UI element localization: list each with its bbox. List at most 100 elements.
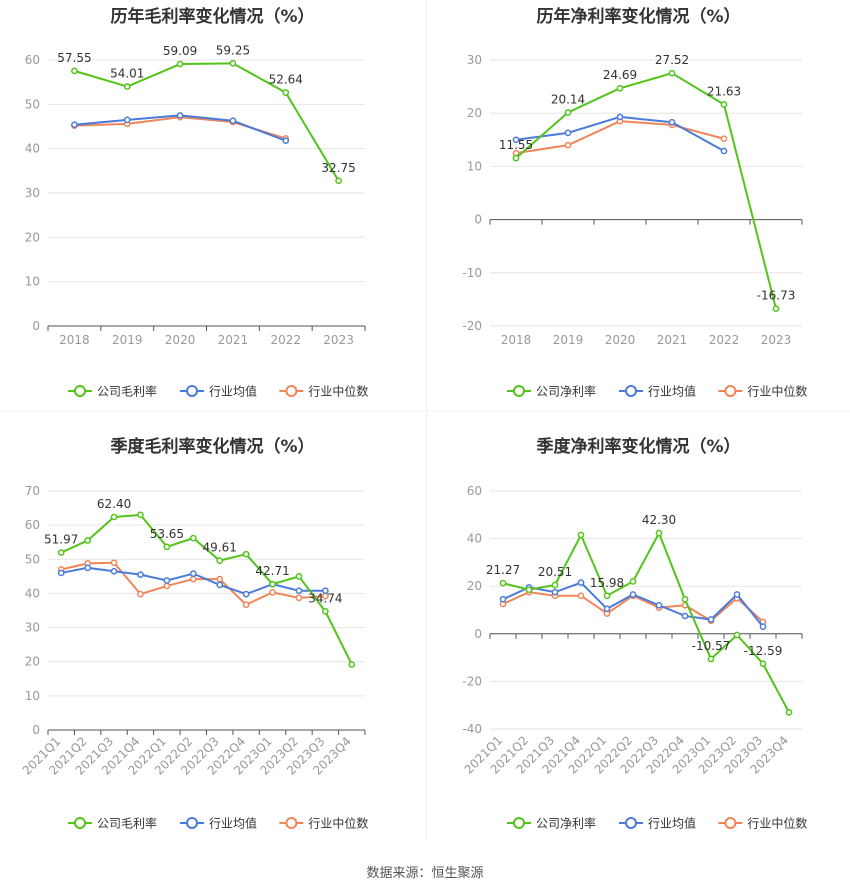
company-legend-marker — [513, 817, 525, 829]
company-data-point — [110, 513, 118, 521]
company-data-point — [242, 550, 250, 558]
data-label: -12.59 — [744, 644, 783, 658]
avg-data-point — [681, 612, 689, 620]
avg-data-point — [71, 121, 78, 129]
company-legend-marker — [74, 385, 86, 397]
median-data-point — [720, 135, 728, 143]
company-data-point — [295, 573, 303, 580]
company-data-point — [616, 84, 624, 92]
company-data-point — [216, 557, 224, 564]
company-data-point — [681, 595, 689, 603]
avg-data-point — [733, 591, 741, 598]
chart-svg: 0 10 20 30 40 50 60 2018 2019 2020 2021 2022 2023 57.… — [25, 43, 369, 399]
data-label: 24.69 — [603, 68, 637, 82]
data-source-note: 数据来源：恒生聚源 — [366, 866, 484, 881]
x-tick-label: 2022 — [270, 333, 301, 347]
data-label: 59.09 — [163, 44, 197, 58]
y-tick-label: 10 — [25, 689, 40, 703]
x-tick-label: 2019 — [112, 333, 143, 347]
company-data-point — [499, 579, 507, 587]
avg-data-point — [123, 116, 131, 124]
avg-data-point — [282, 137, 290, 145]
annual-gross-margin-chart: 历年毛利率变化情况（%） 0 10 20 30 40 50 60 2018 2019 2020 20… — [0, 0, 425, 410]
avg-legend-marker — [625, 817, 637, 829]
y-tick-label: 60 — [25, 53, 40, 67]
y-tick-label: 20 — [467, 106, 482, 120]
company-data-point — [163, 543, 171, 551]
avg-legend-label: 行业均值 — [209, 816, 257, 831]
company-legend-marker — [513, 385, 525, 397]
y-tick-label: 40 — [467, 532, 482, 546]
data-label: 53.65 — [150, 527, 184, 541]
y-tick-label: 60 — [25, 518, 40, 532]
company-data-point — [176, 60, 184, 68]
company-legend-label: 公司净利率 — [536, 384, 596, 399]
y-tick-label: 10 — [25, 275, 40, 289]
median-legend-label: 行业中位数 — [308, 816, 368, 831]
company-data-point — [785, 708, 793, 716]
chart-title: 历年净利率变化情况（%） — [536, 7, 741, 27]
company-data-point — [512, 154, 520, 162]
company-data-point — [57, 549, 65, 556]
avg-data-point — [189, 570, 197, 577]
y-tick-label: -20 — [462, 319, 482, 333]
data-label: 21.27 — [486, 563, 520, 577]
company-data-point — [269, 580, 276, 588]
median-data-point — [216, 575, 224, 583]
y-tick-label: 30 — [25, 621, 40, 635]
avg-series-line — [502, 581, 764, 628]
data-label: 49.61 — [203, 541, 237, 555]
median-legend-marker — [724, 817, 737, 829]
chart-svg: -40-2002040602021Q12021Q22021Q32021Q4202… — [462, 484, 808, 831]
x-tick-label: 2020 — [605, 333, 636, 347]
data-label: 21.63 — [707, 85, 741, 99]
horizontal-divider — [0, 410, 850, 411]
median-legend-label: 行业中位数 — [308, 384, 368, 399]
company-data-point — [733, 631, 741, 639]
y-tick-label: 40 — [25, 142, 40, 156]
chart-title: 历年毛利率变化情况（%） — [110, 7, 315, 27]
company-data-point — [577, 531, 585, 539]
median-data-point — [577, 592, 585, 600]
y-tick-label: 20 — [25, 230, 40, 244]
company-data-point — [655, 529, 663, 537]
avg-data-point — [564, 129, 572, 137]
avg-legend-marker — [186, 817, 198, 829]
y-tick-label: 50 — [25, 552, 40, 566]
avg-data-point — [229, 117, 237, 125]
avg-data-point — [242, 590, 250, 598]
y-tick-label: 40 — [25, 586, 40, 600]
median-data-point — [564, 141, 572, 149]
company-data-point — [707, 655, 715, 663]
company-data-point — [84, 537, 91, 544]
company-data-point — [525, 586, 533, 594]
x-tick-label: 2018 — [501, 333, 532, 347]
company-data-point — [71, 67, 78, 75]
median-legend-label: 行业中位数 — [747, 384, 807, 399]
avg-data-point — [603, 605, 611, 613]
data-label: -10.57 — [692, 639, 731, 653]
x-tick-label: 2019 — [553, 333, 584, 347]
y-tick-label: -10 — [462, 266, 482, 280]
company-legend-label: 公司净利率 — [536, 816, 596, 831]
company-data-point — [348, 661, 356, 668]
avg-data-point — [295, 587, 303, 595]
median-legend-marker — [724, 385, 737, 397]
median-data-point — [189, 575, 197, 583]
y-tick-label: 30 — [25, 186, 40, 200]
avg-data-point — [655, 601, 663, 609]
y-tick-label: 0 — [32, 319, 40, 333]
company-series-line — [60, 513, 353, 665]
x-tick-label: 2018 — [59, 333, 90, 347]
median-legend-marker — [285, 817, 298, 829]
quarterly-gross-margin-chart: 季度毛利率变化情况（%） 0 10 20 30 40 50 60 70 2021Q1 2021Q2… — [0, 430, 425, 840]
chart-svg: -20 -10 0 10 20 30 2018 2019 2020 2021 2022 2023 11.… — [462, 53, 807, 399]
data-label: 20.51 — [538, 565, 572, 579]
company-data-point — [668, 69, 676, 77]
data-label: 52.64 — [269, 73, 303, 87]
y-tick-label: 20 — [467, 579, 482, 593]
avg-data-point — [512, 136, 520, 144]
company-data-point — [282, 89, 290, 96]
data-label: 11.55 — [499, 138, 533, 152]
avg-data-point — [577, 579, 585, 586]
